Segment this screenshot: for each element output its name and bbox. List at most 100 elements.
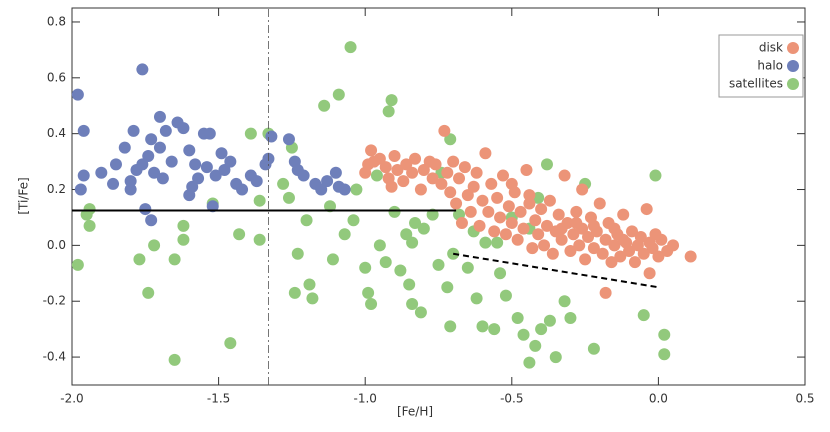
point <box>300 214 313 227</box>
point <box>576 183 589 196</box>
point <box>388 150 401 163</box>
point <box>540 158 553 171</box>
point <box>441 166 454 179</box>
point <box>432 258 445 271</box>
point <box>494 267 507 280</box>
point <box>558 295 571 308</box>
point <box>429 158 442 171</box>
point <box>614 250 627 263</box>
point <box>373 239 386 252</box>
point <box>497 169 510 182</box>
point <box>303 278 316 291</box>
point <box>77 124 90 137</box>
point <box>417 222 430 235</box>
point <box>288 286 301 299</box>
point <box>658 328 671 341</box>
point <box>244 127 257 140</box>
point <box>338 228 351 241</box>
point <box>555 233 568 246</box>
point <box>461 189 474 202</box>
point <box>505 217 518 230</box>
point <box>253 233 266 246</box>
point <box>318 99 331 112</box>
y-axis-label: [Ti/Fe] <box>17 177 31 214</box>
point <box>282 191 295 204</box>
point <box>329 166 342 179</box>
point <box>156 172 169 185</box>
point <box>491 191 504 204</box>
point <box>253 194 266 207</box>
x-axis-label: [Fe/H] <box>397 405 433 419</box>
y-tick-label: 0.2 <box>47 182 66 196</box>
x-tick-label: -1.5 <box>207 392 230 406</box>
point <box>517 328 530 341</box>
point <box>209 169 222 182</box>
point <box>350 183 363 196</box>
point <box>373 152 386 165</box>
point <box>153 141 166 154</box>
point <box>200 161 213 174</box>
point <box>640 203 653 216</box>
point <box>579 253 592 266</box>
point <box>587 342 600 355</box>
point <box>277 177 290 190</box>
point <box>177 122 190 135</box>
point <box>555 222 568 235</box>
point <box>297 169 310 182</box>
point <box>438 124 451 137</box>
point <box>385 94 398 107</box>
point <box>558 169 571 182</box>
point <box>109 158 122 171</box>
point <box>538 239 551 252</box>
point <box>233 228 246 241</box>
point <box>494 211 507 224</box>
point <box>526 242 539 255</box>
point <box>520 163 533 176</box>
point <box>444 320 457 333</box>
point <box>502 200 515 213</box>
point <box>347 214 360 227</box>
point <box>145 214 158 227</box>
y-tick-label: -0.4 <box>43 350 66 364</box>
y-tick-label: -0.2 <box>43 294 66 308</box>
point <box>250 175 263 188</box>
point <box>552 208 565 221</box>
y-tick-label: 0.4 <box>47 126 66 140</box>
point <box>206 200 219 213</box>
point <box>397 175 410 188</box>
point <box>403 278 416 291</box>
point <box>394 264 407 277</box>
point <box>400 228 413 241</box>
point <box>476 320 489 333</box>
point <box>567 228 580 241</box>
point <box>359 261 372 274</box>
point <box>148 239 161 252</box>
point <box>127 124 140 137</box>
point <box>482 205 495 218</box>
point <box>608 239 621 252</box>
point <box>543 314 556 327</box>
point <box>215 147 228 160</box>
point <box>470 166 483 179</box>
point <box>587 219 600 232</box>
point <box>315 183 328 196</box>
legend-marker <box>787 42 799 54</box>
point <box>409 152 422 165</box>
point <box>499 228 512 241</box>
point <box>476 194 489 207</box>
point <box>344 41 357 54</box>
point <box>491 236 504 249</box>
point <box>564 311 577 324</box>
point <box>523 197 536 210</box>
point <box>529 339 542 352</box>
point <box>326 253 339 266</box>
point <box>455 217 468 230</box>
point <box>628 256 641 269</box>
point <box>499 289 512 302</box>
point <box>414 183 427 196</box>
legend-label: halo <box>757 59 783 73</box>
point <box>473 219 486 232</box>
point <box>444 186 457 199</box>
point <box>511 233 524 246</box>
